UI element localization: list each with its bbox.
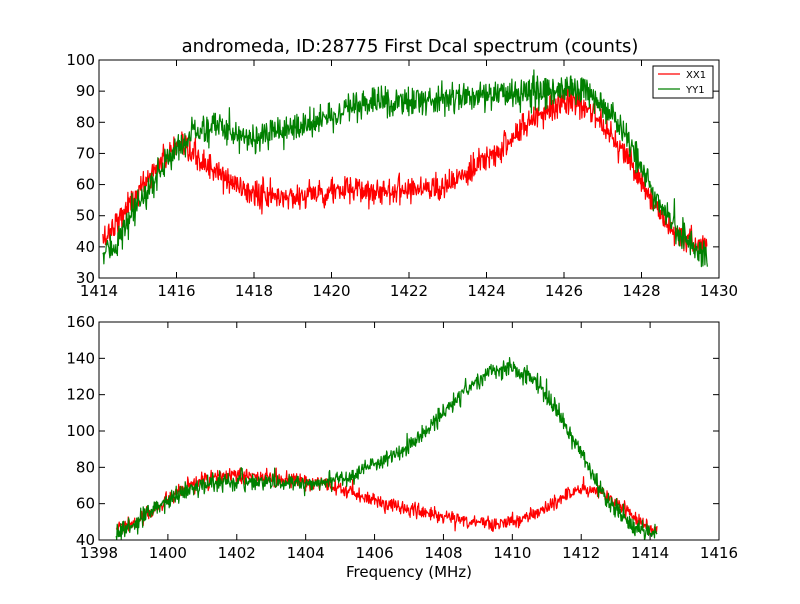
chart-title: andromeda, ID:28775 First Dcal spectrum …	[182, 36, 639, 57]
top-xtick-label: 1422	[390, 282, 428, 300]
bottom-xtick-label: 1400	[149, 544, 187, 562]
bottom-xtick-label: 1410	[493, 544, 531, 562]
bottom-ticks: 1398 1400 1402 1404 1406 1408 1410 1412 1414 1416…	[66, 313, 738, 562]
bottom-series-xx1	[115, 467, 658, 535]
bottom-ytick-label: 40	[76, 531, 95, 549]
top-ytick-label: 50	[76, 207, 95, 225]
top-plot-frame	[98, 59, 720, 279]
bottom-ytick-label: 160	[66, 313, 95, 331]
top-xtick-label: 1424	[467, 282, 505, 300]
top-series-yy1	[102, 69, 708, 268]
top-ytick-label: 40	[76, 238, 95, 256]
top-ytick-label: 30	[76, 269, 95, 287]
top-ticks: 1414 1416 1418 1420 1422 1424 1426 1428 1430 30 40…	[66, 51, 738, 300]
x-axis-label: Frequency (MHz)	[346, 563, 472, 581]
top-xtick-label: 1430	[700, 282, 738, 300]
legend-label-yy1: YY1	[685, 85, 705, 96]
top-xtick-label: 1420	[312, 282, 350, 300]
top-plot: 1414 1416 1418 1420 1422 1424 1426 1428 1430 30 40…	[66, 51, 738, 300]
top-xtick-label: 1414	[80, 282, 118, 300]
top-ytick-label: 70	[76, 144, 95, 162]
bottom-ytick-label: 120	[66, 386, 95, 404]
top-series-xx1	[102, 86, 708, 255]
legend-box	[652, 65, 714, 99]
legend-label-xx1: XX1	[686, 70, 706, 81]
bottom-xtick-label: 1406	[355, 544, 393, 562]
bottom-ytick-label: 100	[66, 422, 95, 440]
top-ytick-label: 100	[66, 51, 95, 69]
bottom-xtick-label: 1412	[562, 544, 600, 562]
bottom-plot-frame	[98, 321, 720, 541]
bottom-ytick-label: 140	[66, 349, 95, 367]
top-ytick-label: 90	[76, 82, 95, 100]
top-ytick-label: 80	[76, 113, 95, 131]
top-xtick-label: 1416	[157, 282, 195, 300]
bottom-xtick-label: 1416	[700, 544, 738, 562]
bottom-xtick-label: 1404	[287, 544, 325, 562]
bottom-series-yy1	[115, 357, 658, 541]
bottom-ytick-label: 80	[76, 458, 95, 476]
top-xtick-label: 1418	[235, 282, 273, 300]
top-xtick-label: 1428	[622, 282, 660, 300]
bottom-ytick-label: 60	[76, 495, 95, 513]
top-ytick-label: 60	[76, 176, 95, 194]
bottom-plot-area	[99, 322, 719, 540]
bottom-plot: 1398 1400 1402 1404 1406 1408 1410 1412 1414 1416…	[66, 313, 738, 581]
bottom-xtick-label: 1402	[218, 544, 256, 562]
top-xtick-label: 1426	[545, 282, 583, 300]
top-series-group	[102, 69, 708, 268]
bottom-series-group	[115, 357, 658, 541]
bottom-xtick-label: 1408	[424, 544, 462, 562]
bottom-xtick-label: 1398	[80, 544, 118, 562]
legend: XX1 YY1	[652, 65, 714, 99]
bottom-xtick-label: 1414	[631, 544, 669, 562]
